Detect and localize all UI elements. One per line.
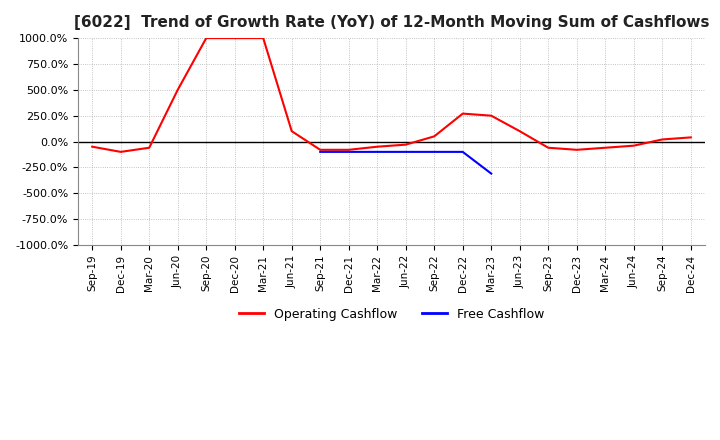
- Legend: Operating Cashflow, Free Cashflow: Operating Cashflow, Free Cashflow: [233, 303, 549, 326]
- Title: [6022]  Trend of Growth Rate (YoY) of 12-Month Moving Sum of Cashflows: [6022] Trend of Growth Rate (YoY) of 12-…: [73, 15, 709, 30]
